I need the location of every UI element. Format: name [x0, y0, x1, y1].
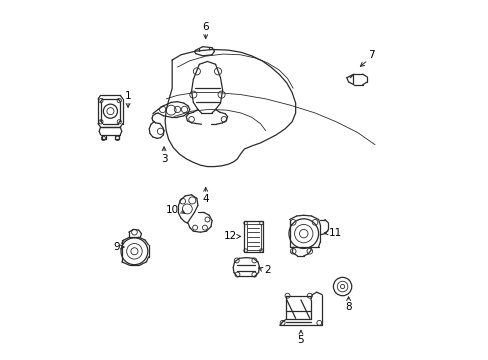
Text: 4: 4 — [202, 194, 208, 204]
Text: 9: 9 — [113, 242, 120, 252]
Text: 11: 11 — [328, 228, 342, 238]
Text: 8: 8 — [345, 302, 351, 312]
Text: 6: 6 — [202, 22, 208, 32]
Text: 10: 10 — [166, 205, 179, 215]
Text: 2: 2 — [264, 265, 270, 275]
Text: 3: 3 — [161, 154, 167, 163]
Bar — [246, 224, 260, 249]
Text: 5: 5 — [297, 335, 304, 345]
Text: 7: 7 — [367, 50, 374, 60]
Text: 12: 12 — [223, 231, 236, 242]
Bar — [244, 221, 263, 252]
Text: 1: 1 — [124, 91, 131, 100]
